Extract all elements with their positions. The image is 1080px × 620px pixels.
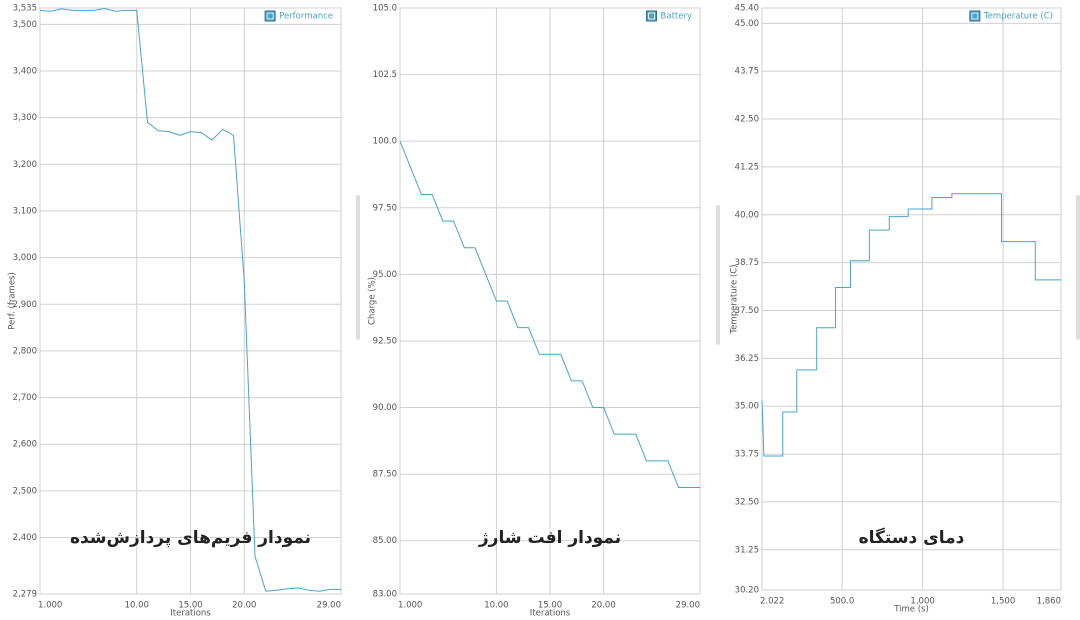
x-axis-title: Iterations (530, 609, 571, 619)
y-tick-label: 38.75 (735, 258, 759, 268)
y-tick-label: 30.20 (735, 586, 759, 596)
x-tick-label: 29.00 (317, 601, 341, 611)
chart-annotation: نمودار افت شارژ (478, 528, 621, 548)
plot-area (761, 7, 1062, 591)
y-tick-label: 87.50 (373, 470, 397, 480)
legend-label: Performance (279, 12, 333, 22)
y-tick-label: 32.50 (735, 497, 759, 507)
y-tick-label: 35.00 (735, 402, 759, 412)
y-tick-label: 42.50 (735, 115, 759, 125)
x-tick-label: 1,000 (910, 597, 934, 607)
x-tick-label: 1.000 (38, 601, 62, 611)
legend-label: Temperature (C) (983, 12, 1053, 22)
x-tick-label: 1.000 (398, 601, 422, 611)
scroll-handle (1076, 195, 1080, 340)
x-tick-label: 1,500 (991, 597, 1015, 607)
y-tick-label: 92.50 (373, 336, 397, 346)
y-tick-label: 3,535 (13, 4, 37, 14)
y-tick-label: 2,900 (13, 300, 37, 310)
x-tick-label: 1,860 (1037, 597, 1061, 607)
x-axis-title: Iterations (170, 609, 211, 619)
y-tick-label: 97.50 (373, 203, 397, 213)
y-tick-label: 36.25 (735, 354, 759, 364)
data-line (39, 7, 341, 592)
x-tick-label: 15.00 (178, 601, 202, 611)
y-tick-label: 2,600 (13, 440, 37, 450)
y-tick-label: 37.50 (735, 306, 759, 316)
legend-swatch-inner (971, 12, 979, 20)
y-tick-label: 2,500 (13, 486, 37, 496)
y-tick-label: 2,700 (13, 393, 37, 403)
legend-swatch-inner (648, 12, 655, 20)
y-tick-label: 3,500 (13, 20, 37, 30)
data-line (399, 140, 700, 488)
y-tick-label: 41.25 (735, 162, 759, 172)
chart-annotation: نمودار فریم‌های پردازش‌شده (70, 528, 311, 548)
y-tick-label: 83.00 (373, 590, 397, 600)
y-tick-label: 100.0 (373, 137, 397, 147)
y-tick-label: 3,300 (13, 113, 37, 123)
y-tick-label: 95.00 (373, 270, 397, 280)
y-tick-label: 3,100 (13, 206, 37, 216)
legend-swatch (969, 10, 981, 22)
x-tick-label: 20.00 (232, 601, 256, 611)
legend-swatch (646, 10, 658, 22)
x-tick-label: 15.00 (538, 601, 562, 611)
y-tick-label: 2,279 (13, 590, 37, 600)
y-tick-label: 102.5 (373, 70, 397, 80)
y-tick-label: 105.0 (373, 4, 397, 14)
y-axis-title: Charge (%) (368, 277, 378, 325)
legend-swatch (264, 10, 276, 22)
scroll-handle (716, 205, 720, 345)
y-tick-label: 3,400 (13, 66, 37, 76)
x-tick-label: 20.00 (591, 601, 615, 611)
y-tick-label: 33.75 (735, 450, 759, 460)
y-tick-label: 2,400 (13, 533, 37, 543)
x-tick-label: 10.00 (484, 601, 508, 611)
y-tick-label: 45.40 (735, 4, 759, 14)
x-axis-title: Time (s) (893, 605, 929, 615)
scroll-handle (356, 195, 360, 340)
y-tick-label: 45.00 (735, 19, 759, 29)
y-tick-label: 3,200 (13, 160, 37, 170)
y-tick-label: 85.00 (373, 536, 397, 546)
chart-annotation: دمای دستگاه (859, 527, 965, 548)
legend-label: Battery (661, 12, 692, 22)
x-tick-label: 500.0 (830, 597, 854, 607)
x-tick-label: 29.00 (676, 601, 700, 611)
legend-swatch-inner (266, 12, 274, 20)
y-tick-label: 3,000 (13, 253, 37, 263)
data-line (761, 193, 1061, 457)
y-tick-label: 40.00 (735, 210, 759, 220)
y-axis-title: Perf. (frames) (8, 272, 18, 330)
y-tick-label: 2,800 (13, 346, 37, 356)
x-tick-label: 2.022 (760, 597, 784, 607)
y-tick-label: 43.75 (735, 67, 759, 77)
y-tick-label: 90.00 (373, 403, 397, 413)
y-tick-label: 31.25 (735, 545, 759, 555)
x-tick-label: 10.00 (125, 601, 149, 611)
y-axis-title: Temperature (C) (730, 264, 740, 334)
